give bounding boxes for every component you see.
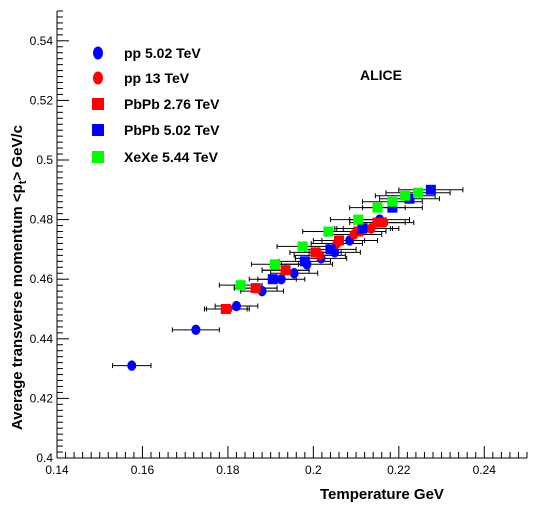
- legend-label: PbPb 2.76 TeV: [124, 96, 220, 112]
- x-tick-label: 0.14: [45, 463, 69, 477]
- legend-label: XeXe 5.44 TeV: [124, 149, 219, 165]
- y-axis-title-main: Average transverse momentum <p: [9, 184, 26, 430]
- legend-label: pp 5.02 TeV: [124, 45, 201, 61]
- data-point-square: [323, 226, 334, 237]
- data-point-circle: [127, 360, 137, 371]
- data-point-square: [387, 202, 398, 213]
- x-tick-label: 0.2: [305, 463, 322, 477]
- legend: pp 5.02 TeV pp 13 TeV PbPb 2.76 TeV PbPb 5.…: [92, 45, 220, 165]
- data-point-circle: [231, 300, 241, 312]
- y-tick-label: 0.52: [30, 93, 54, 107]
- y-tick-label: 0.54: [30, 34, 54, 48]
- data-point-square: [357, 223, 368, 234]
- data-point-square: [400, 190, 411, 201]
- data-point-square: [280, 265, 291, 276]
- data-point-square: [267, 274, 278, 285]
- data-point-square: [325, 244, 336, 255]
- legend-label: pp 13 TeV: [124, 70, 190, 86]
- data-point-square: [334, 235, 344, 246]
- data-point-square: [250, 283, 261, 294]
- x-tick-label: 0.22: [387, 463, 411, 477]
- x-tick-label: 0.16: [131, 463, 155, 477]
- y-axis-title-tail: > GeV/c: [9, 125, 26, 180]
- data-point-square: [372, 217, 383, 228]
- y-tick-label: 0.44: [30, 332, 54, 346]
- y-tick-label: 0.48: [30, 213, 54, 227]
- y-tick-label: 0.5: [36, 153, 53, 167]
- data-point-square: [310, 247, 321, 258]
- legend-label: PbPb 5.02 TeV: [124, 122, 220, 138]
- x-axis-title: Temperature GeV: [320, 486, 444, 503]
- data-point-square: [413, 187, 424, 198]
- data-point-circle: [289, 268, 299, 279]
- y-tick-label: 0.4: [36, 451, 53, 465]
- y-axis-title: Average transverse momentum <pt> GeV/c: [9, 125, 29, 430]
- data-point-square: [297, 241, 308, 252]
- x-tick-label: 0.24: [473, 463, 497, 477]
- data-point-square: [299, 256, 310, 267]
- alice-annotation: ALICE: [360, 67, 402, 83]
- y-axis-title-subscript: t: [17, 180, 29, 184]
- data-point-circle: [191, 324, 201, 336]
- data-point-square: [235, 280, 246, 291]
- legend-marker-square: [92, 151, 104, 163]
- axis-layer: 0.14 0.16 0.18 0.2 0.22 0.24 0.4 0.42 0.44 0.46 0.…: [30, 10, 528, 477]
- data-point-circle: [276, 274, 286, 285]
- data-point-square: [220, 304, 231, 314]
- data-point-square: [353, 214, 364, 225]
- data-point-square: [387, 196, 398, 207]
- y-tick-label: 0.42: [30, 391, 54, 405]
- y-tick-label: 0.46: [30, 272, 54, 286]
- legend-marker-circle: [93, 71, 103, 85]
- legend-marker-square: [92, 124, 104, 136]
- legend-marker-circle: [93, 46, 103, 60]
- legend-marker-square: [92, 98, 104, 110]
- data-point-square: [425, 184, 436, 195]
- marker-layer: [127, 184, 436, 371]
- data-point-square: [372, 202, 383, 213]
- x-tick-label: 0.18: [216, 463, 240, 477]
- data-point-square: [269, 259, 280, 270]
